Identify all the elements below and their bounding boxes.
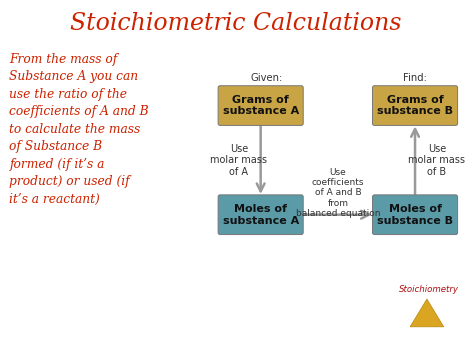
FancyBboxPatch shape <box>218 86 303 125</box>
FancyBboxPatch shape <box>373 86 457 125</box>
Text: Use
molar mass
of B: Use molar mass of B <box>408 143 465 177</box>
Text: Stoichiometric Calculations: Stoichiometric Calculations <box>70 12 401 35</box>
Text: Use
coefficients
of A and B
from
balanced equation: Use coefficients of A and B from balance… <box>296 168 380 218</box>
Text: From the mass of
Substance A you can
use the ratio of the
coefficients of A and : From the mass of Substance A you can use… <box>9 53 149 206</box>
FancyBboxPatch shape <box>373 195 457 235</box>
Text: Stoichiometry: Stoichiometry <box>399 285 459 294</box>
Text: Use
molar mass
of A: Use molar mass of A <box>210 143 267 177</box>
FancyBboxPatch shape <box>218 195 303 235</box>
Text: Find:: Find: <box>403 73 427 83</box>
Text: Grams of
substance A: Grams of substance A <box>222 95 299 116</box>
Text: Grams of
substance B: Grams of substance B <box>377 95 453 116</box>
Text: Moles of
substance A: Moles of substance A <box>222 204 299 225</box>
Text: Moles of
substance B: Moles of substance B <box>377 204 453 225</box>
Polygon shape <box>410 299 444 327</box>
Text: Given:: Given: <box>251 73 283 83</box>
